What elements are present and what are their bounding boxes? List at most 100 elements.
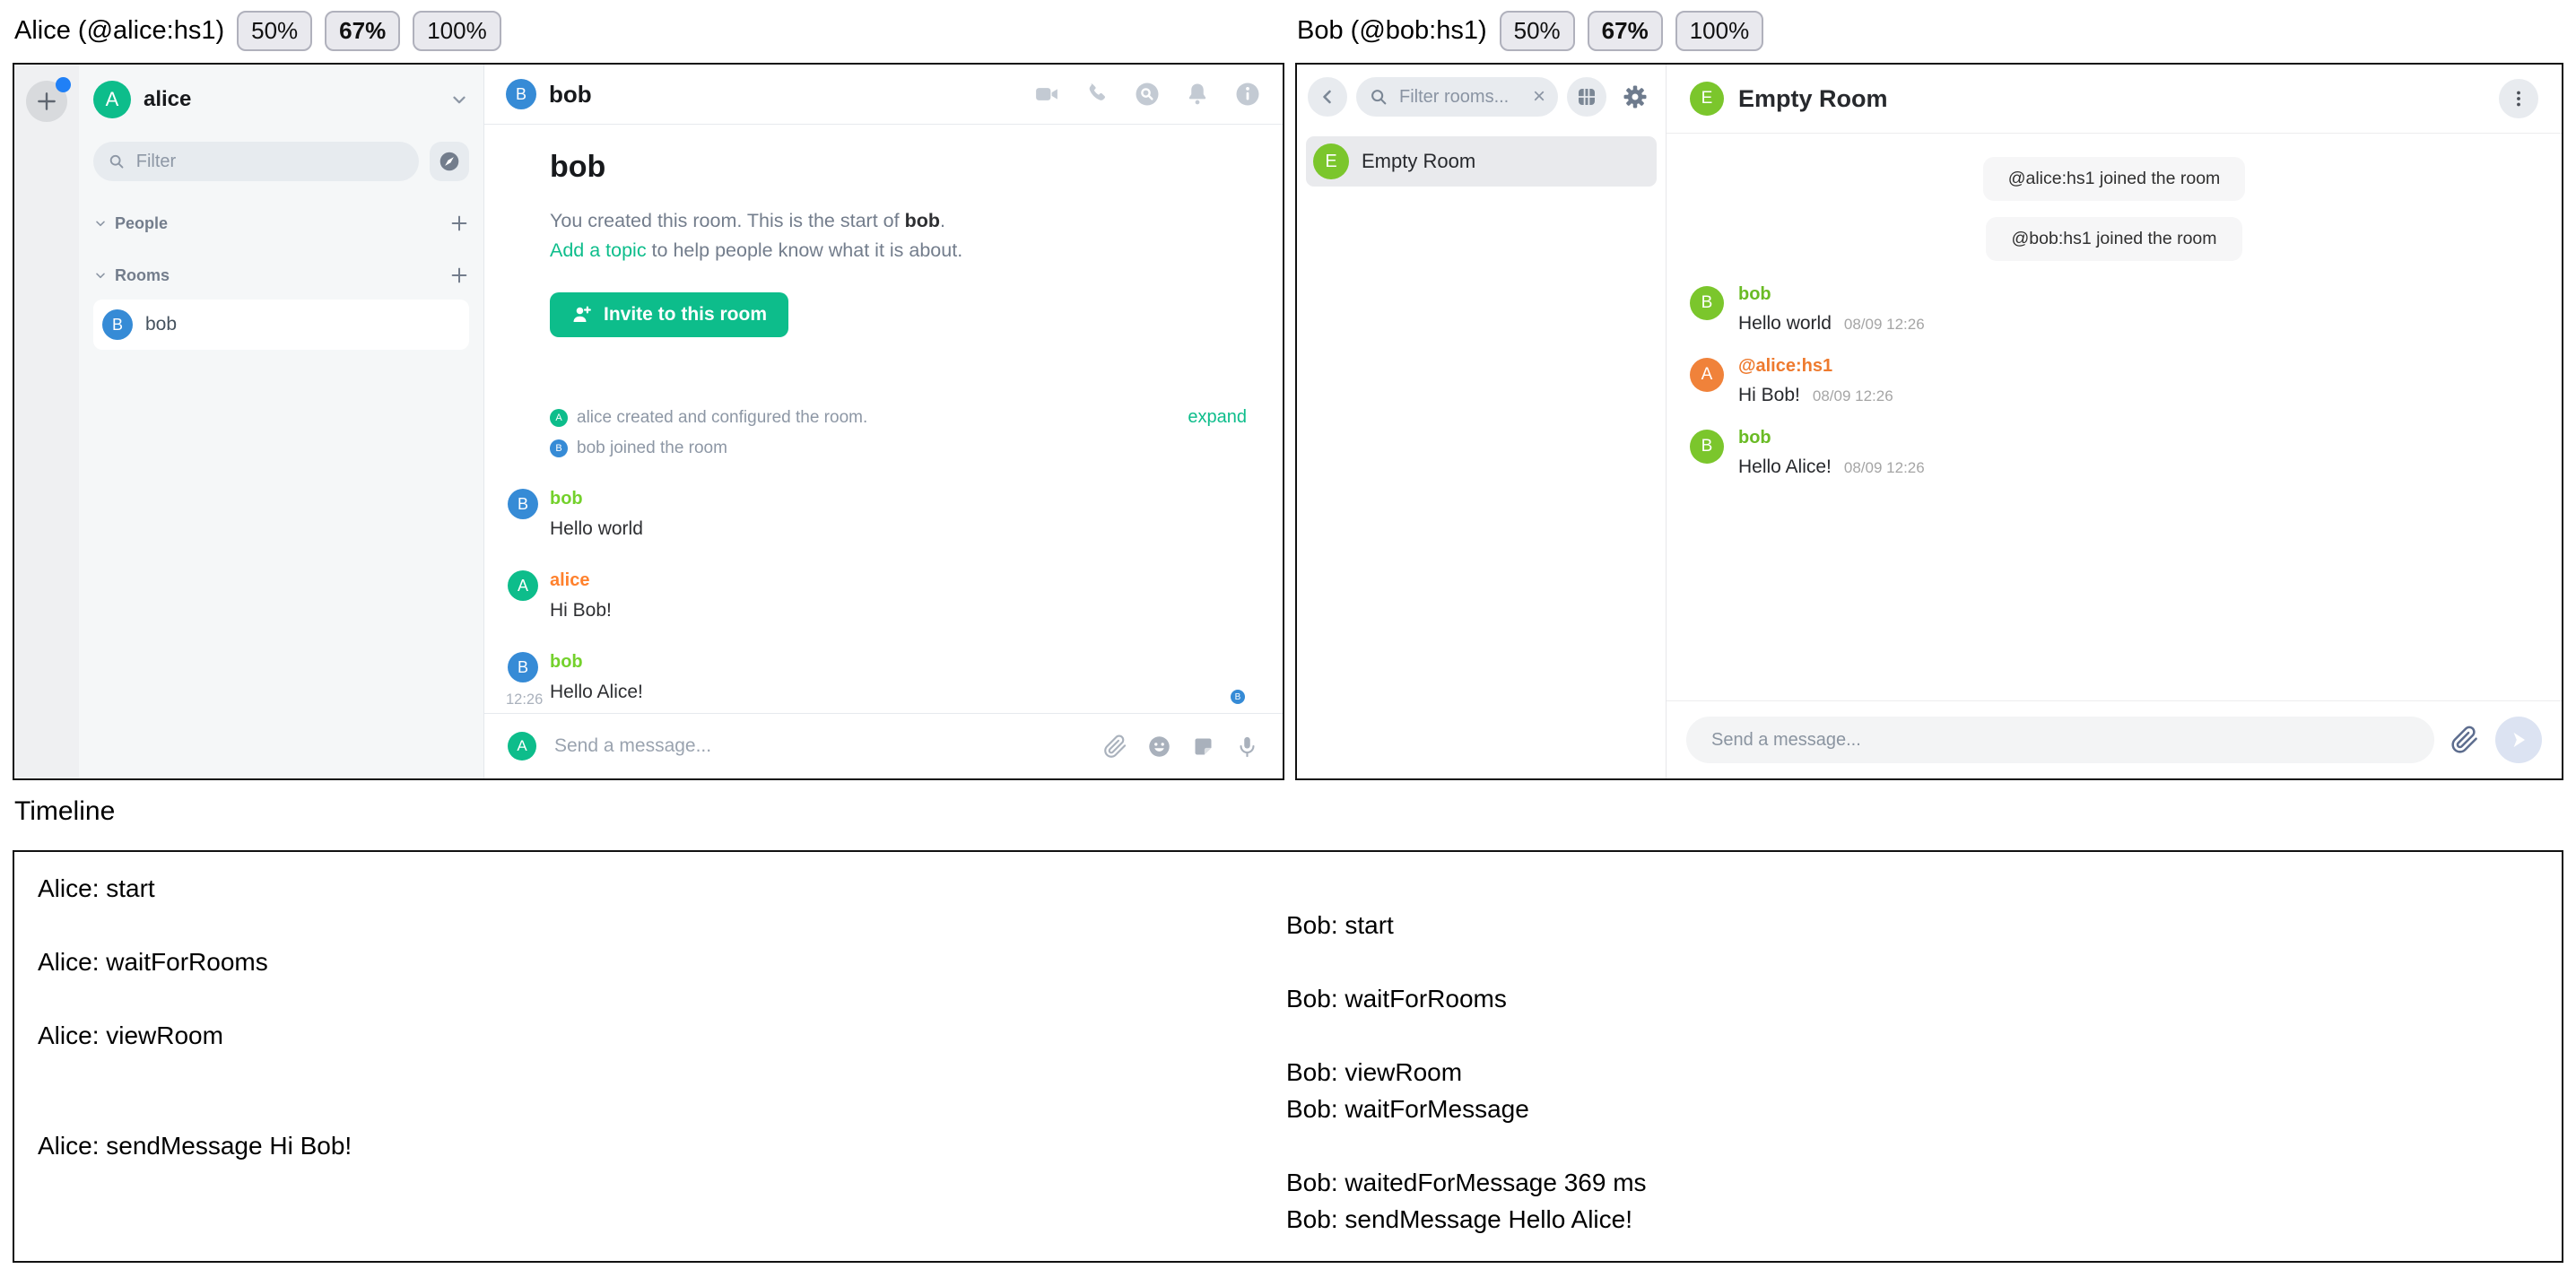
add-people-icon[interactable] (449, 213, 469, 233)
filter-rooms-search[interactable]: × (1356, 77, 1558, 117)
video-call-icon[interactable] (1033, 81, 1060, 108)
message-input-wrap[interactable] (1686, 717, 2434, 763)
alice-zoom-50-button[interactable]: 50% (237, 10, 313, 51)
kebab-menu-icon (2517, 91, 2520, 107)
bob-client-window: × E Empty Room E Empty Room @alice:hs1 j… (1295, 63, 2563, 780)
room-view: E Empty Room @alice:hs1 joined the room … (1667, 65, 2562, 778)
room-list-item-empty-room[interactable]: E Empty Room (1306, 136, 1657, 187)
room-avatar: B (102, 309, 133, 340)
search-icon (109, 154, 124, 169)
sender-name: @alice:hs1 (1738, 356, 1833, 376)
read-receipt-avatar[interactable]: B (1231, 690, 1245, 704)
rooms-section-label: Rooms (115, 265, 170, 284)
avatar[interactable]: B (1690, 286, 1724, 320)
chevron-down-icon[interactable] (449, 90, 469, 109)
invite-to-room-button[interactable]: Invite to this room (550, 292, 789, 337)
alice-zoom-100-button[interactable]: 100% (413, 10, 501, 51)
add-room-icon[interactable] (449, 265, 469, 285)
avatar: B (550, 439, 568, 457)
avatar[interactable]: B (508, 489, 538, 519)
timeline-title: Timeline (14, 796, 116, 826)
message-input[interactable] (1710, 728, 2411, 752)
composer-avatar: A (508, 732, 536, 761)
sender-name: bob (550, 489, 583, 508)
room-avatar[interactable]: E (1690, 82, 1724, 116)
room-avatar: E (1313, 143, 1349, 179)
message-composer: A (484, 713, 1283, 778)
rooms-section-header[interactable]: Rooms (93, 265, 469, 285)
filter-rooms-input[interactable] (1397, 85, 1524, 109)
room-header: B bob (484, 65, 1283, 125)
add-space-button[interactable] (26, 77, 71, 122)
timeline-event: Alice: start (38, 874, 155, 902)
attachment-icon[interactable] (1103, 734, 1127, 759)
invite-user-icon (573, 306, 591, 322)
timeline-event: Alice: sendMessage Hi Bob! (38, 1131, 352, 1160)
avatar[interactable]: A (508, 570, 538, 601)
state-event-join: @alice:hs1 joined the room (1982, 157, 2246, 201)
attachment-icon[interactable] (2450, 726, 2479, 754)
sender-name: bob (1738, 428, 1771, 448)
message-timestamp: 08/09 12:26 (1812, 387, 1893, 404)
room-options-button[interactable] (2499, 79, 2538, 118)
message-timestamp: 08/09 12:26 (1843, 316, 1925, 333)
user-menu[interactable]: A alice (93, 81, 469, 118)
room-list-panel: A alice People Rooms B bob (79, 65, 484, 778)
room-view: B bob bob You created this room. This is… (484, 65, 1283, 778)
chevron-down-icon (96, 221, 105, 227)
filter-input[interactable] (134, 150, 405, 173)
avatar[interactable]: B (1690, 430, 1724, 464)
sticker-icon[interactable] (1191, 734, 1215, 759)
search-messages-icon[interactable] (1134, 81, 1161, 108)
timeline-event: Bob: viewRoom (1286, 1057, 1463, 1086)
username-label: alice (144, 87, 192, 111)
message-text: Hello world (550, 518, 643, 539)
chevron-left-icon (1323, 90, 1331, 104)
voice-message-icon[interactable] (1235, 734, 1259, 759)
back-button[interactable] (1308, 77, 1347, 117)
bob-panel-header: Bob (@bob:hs1) 50% 67% 100% (1297, 7, 1764, 54)
state-event-room-created: A alice created and configured the room.… (550, 407, 1247, 428)
filter-search[interactable] (93, 142, 419, 181)
clear-filter-icon[interactable]: × (1532, 84, 1545, 109)
state-event-join: @bob:hs1 joined the room (1986, 217, 2242, 261)
timeline-event: Alice: viewRoom (38, 1021, 223, 1049)
room-avatar[interactable]: B (506, 79, 536, 109)
avatar[interactable]: A (1690, 358, 1724, 392)
send-icon (2513, 732, 2526, 748)
user-avatar: A (93, 81, 131, 118)
voice-call-icon[interactable] (1083, 81, 1110, 108)
grid-icon (1578, 88, 1596, 106)
room-intro-text: You created this room. This is the start… (550, 210, 963, 261)
notifications-icon[interactable] (1184, 81, 1211, 108)
timeline-event: Bob: start (1286, 910, 1394, 939)
room-list-panel: × E Empty Room (1297, 65, 1667, 778)
room-name-label: bob (145, 314, 178, 335)
timeline-event: Bob: waitForRooms (1286, 984, 1507, 1013)
alice-panel-header: Alice (@alice:hs1) 50% 67% 100% (14, 7, 501, 54)
message-text: Hi Bob! (550, 600, 612, 621)
expand-link[interactable]: expand (1188, 407, 1247, 427)
avatar[interactable]: B (508, 652, 538, 682)
settings-button[interactable] (1615, 77, 1655, 117)
grid-view-button[interactable] (1567, 77, 1606, 117)
room-name-label: Empty Room (1362, 150, 1476, 172)
add-topic-link[interactable]: Add a topic (550, 239, 647, 261)
bob-zoom-100-button[interactable]: 100% (1675, 10, 1764, 51)
people-section-header[interactable]: People (93, 213, 469, 233)
gear-icon (1623, 85, 1647, 109)
room-info-icon[interactable] (1234, 81, 1261, 108)
message-input[interactable] (553, 734, 1087, 758)
alice-zoom-67-button[interactable]: 67% (325, 10, 401, 51)
message: A @alice:hs1 Hi Bob! 08/09 12:26 (1690, 356, 2538, 406)
room-header: E Empty Room (1667, 65, 2562, 134)
explore-rooms-button[interactable] (430, 142, 469, 181)
bob-zoom-67-button[interactable]: 67% (1587, 10, 1663, 51)
send-button[interactable] (2495, 717, 2542, 763)
emoji-icon[interactable] (1147, 734, 1171, 759)
message-text: Hello Alice! (1738, 456, 1832, 477)
message-timestamp: 12:26 (506, 691, 544, 708)
bob-zoom-50-button[interactable]: 50% (1499, 10, 1575, 51)
room-list-item-bob[interactable]: B bob (93, 300, 469, 350)
message: A alice Hi Bob! (508, 570, 1247, 621)
